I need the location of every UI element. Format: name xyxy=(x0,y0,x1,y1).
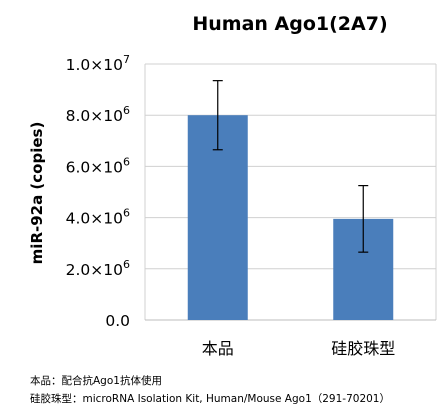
y-tick-label: 6.0×106 xyxy=(66,155,130,176)
x-category-label: 本品 xyxy=(202,339,234,358)
y-tick-label: 1.0×107 xyxy=(66,53,130,74)
y-tick-label: 0.0 xyxy=(105,312,130,330)
bar-chart: Human Ago1(2A7) miR-92a (copies) 0.0 2.0×… xyxy=(28,13,437,358)
y-tick-label: 4.0×106 xyxy=(66,207,130,228)
caption-product: 本品：配合抗Ago1抗体使用 xyxy=(30,375,162,387)
caption-silica: 硅胶珠型：microRNA Isolation Kit, Human/Mouse… xyxy=(30,393,390,405)
y-tick-label: 2.0×106 xyxy=(66,258,130,279)
x-category-label: 硅胶珠型 xyxy=(331,339,395,358)
y-tick-label: 8.0×106 xyxy=(66,104,130,125)
chart-title: Human Ago1(2A7) xyxy=(192,13,387,35)
y-axis-label: miR-92a (copies) xyxy=(28,122,46,265)
